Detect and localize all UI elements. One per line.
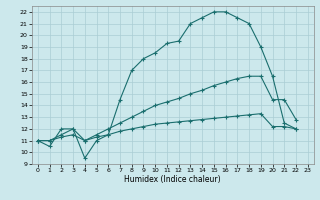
X-axis label: Humidex (Indice chaleur): Humidex (Indice chaleur) (124, 175, 221, 184)
